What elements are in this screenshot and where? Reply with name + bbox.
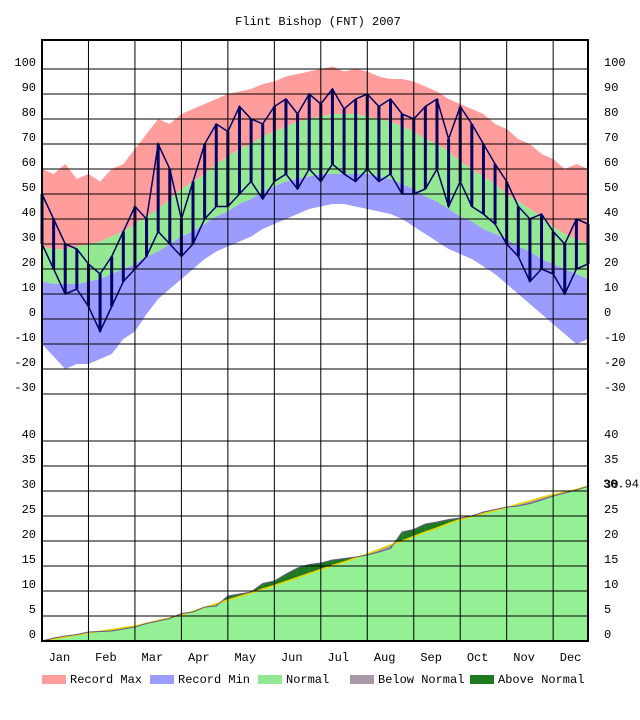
y-tick-label: 10	[22, 281, 36, 295]
y2-tick-label: 40	[604, 206, 618, 220]
y-tick-label: 15	[22, 553, 36, 567]
y-tick-label: 10	[22, 578, 36, 592]
legend-swatch	[258, 675, 282, 684]
x-tick-label: Apr	[188, 651, 210, 665]
y2-tick-label: 30	[604, 231, 618, 245]
legend-label: Below Normal	[378, 673, 464, 687]
y-tick-label: 40	[22, 206, 36, 220]
legend-swatch	[150, 675, 174, 684]
normal-precip-line	[41, 485, 589, 642]
x-tick-label: Sep	[420, 651, 442, 665]
y-tick-label: 90	[22, 81, 36, 95]
record-max-area	[42, 66, 588, 249]
y2-tick-label: 60	[604, 156, 618, 170]
chart-title: Flint Bishop (FNT) 2007	[235, 15, 401, 29]
y2-tick-label: 10	[604, 281, 618, 295]
record-min-area	[42, 174, 588, 369]
y-tick-label: 30	[22, 478, 36, 492]
y2-tick-label: 20	[604, 256, 618, 270]
above-normal	[274, 574, 286, 586]
y2-tick-label: -30	[604, 381, 626, 395]
x-tick-label: Nov	[513, 651, 535, 665]
y2-tick-label: 40	[604, 428, 618, 442]
x-tick-label: Aug	[374, 651, 396, 665]
y2-tick-label: 20	[604, 528, 618, 542]
x-tick-label: May	[234, 651, 256, 665]
y-tick-label: 80	[22, 106, 36, 120]
y-tick-label: 100	[14, 56, 36, 70]
legend-label: Record Min	[178, 673, 250, 687]
legend-label: Above Normal	[498, 673, 584, 687]
y2-tick-label: 0	[604, 306, 611, 320]
y2-tick-label: 0	[604, 628, 611, 642]
y2-tick-label: 90	[604, 81, 618, 95]
actual-precip-line	[41, 485, 589, 642]
total-label: 30.94	[603, 477, 639, 491]
above-normal	[332, 558, 345, 566]
y-tick-label: 30	[22, 231, 36, 245]
x-tick-label: Jul	[327, 651, 349, 665]
y-tick-label: 40	[22, 428, 36, 442]
normal-area	[42, 114, 588, 284]
y-tick-label: 70	[22, 131, 36, 145]
y2-tick-label: 50	[604, 181, 618, 195]
y-tick-label: 0	[29, 306, 36, 320]
y2-tick-label: -10	[604, 331, 626, 345]
y2-tick-label: 5	[604, 603, 611, 617]
legend-swatch	[350, 675, 374, 684]
y2-tick-label: 10	[604, 578, 618, 592]
daily-line	[41, 162, 589, 334]
y-tick-label: -30	[14, 381, 36, 395]
y-tick-label: 35	[22, 453, 36, 467]
x-tick-label: Oct	[467, 651, 489, 665]
x-tick-label: Feb	[95, 651, 117, 665]
y2-tick-label: 25	[604, 503, 618, 517]
y-tick-label: 5	[29, 603, 36, 617]
plot-frame	[41, 39, 589, 642]
x-tick-label: Dec	[560, 651, 582, 665]
legend-label: Record Max	[70, 673, 142, 687]
x-tick-label: Jan	[49, 651, 71, 665]
y-tick-label: 50	[22, 181, 36, 195]
normal-precip-area	[42, 486, 588, 641]
legend-label: Normal	[286, 673, 329, 687]
x-tick-label: Mar	[142, 651, 164, 665]
above-normal	[413, 524, 426, 537]
y-tick-label: 0	[29, 628, 36, 642]
y2-tick-label: 30	[604, 478, 618, 492]
above-normal	[425, 522, 437, 532]
above-normal	[402, 529, 414, 541]
legend-swatch	[42, 675, 66, 684]
y2-tick-label: 15	[604, 553, 618, 567]
y-tick-label: 20	[22, 528, 36, 542]
y-tick-label: -20	[14, 356, 36, 370]
y2-tick-label: 100	[604, 56, 626, 70]
y2-tick-label: 80	[604, 106, 618, 120]
y-tick-label: 20	[22, 256, 36, 270]
y2-tick-label: 70	[604, 131, 618, 145]
daily-line	[41, 87, 589, 276]
y-tick-label: -10	[14, 331, 36, 345]
y2-tick-label: -20	[604, 356, 626, 370]
legend-swatch	[470, 675, 494, 684]
y-tick-label: 25	[22, 503, 36, 517]
y-tick-label: 60	[22, 156, 36, 170]
y2-tick-label: 35	[604, 453, 618, 467]
x-tick-label: Jun	[281, 651, 303, 665]
